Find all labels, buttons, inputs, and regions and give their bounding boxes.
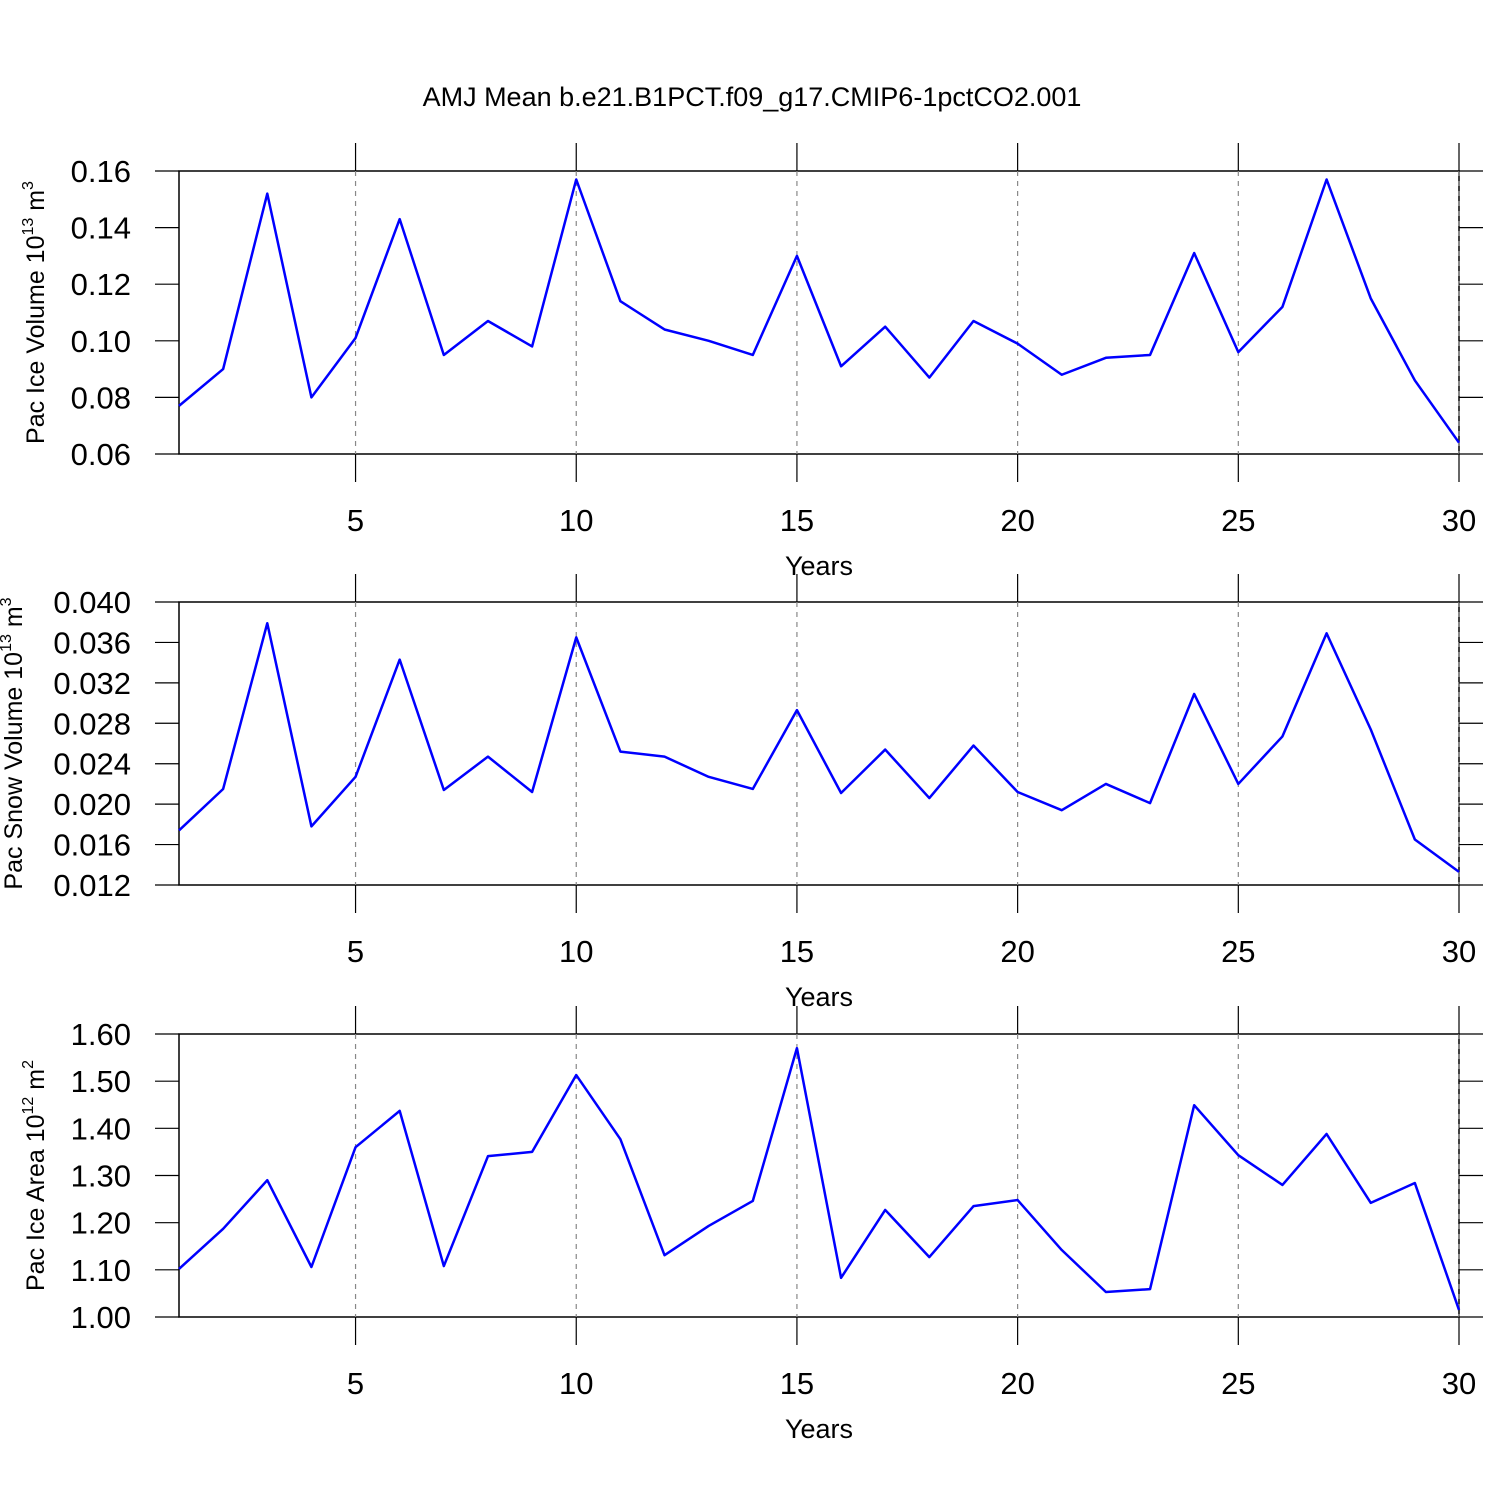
x-tick-label: 5 (347, 934, 364, 969)
panel: 5 10 15 20 25 30 1.00 1.10 1.20 1.30 1.40 1.50 1.60 Y… (20, 1006, 1483, 1444)
y-axis-label-exponent: 3 (20, 181, 37, 190)
y-tick-label: 0.06 (71, 437, 131, 472)
x-tick-label: 25 (1221, 503, 1255, 538)
y-axis-label-part: Pac Ice Volume 10 (22, 236, 50, 444)
x-tick-label: 10 (559, 934, 593, 969)
y-tick-label: 0.028 (53, 706, 131, 741)
y-tick-label: 0.16 (71, 154, 131, 189)
y-tick-label: 0.12 (71, 267, 131, 302)
y-tick-label: 0.012 (53, 868, 131, 903)
panel: 5 10 15 20 25 30 0.012 0.016 0.020 0.024 0.028 0.03… (0, 574, 1483, 1012)
x-tick-label: 20 (1000, 1366, 1034, 1401)
data-line (178, 621, 1460, 873)
y-tick-label: 1.40 (71, 1111, 131, 1146)
y-tick-label: 0.036 (53, 625, 131, 660)
y-axis-label: Pac Ice Area 1012 m2 (20, 1060, 50, 1291)
x-axis-label: Years (785, 1414, 853, 1444)
y-tick-label: 0.032 (53, 666, 131, 701)
x-tick-label: 10 (559, 503, 593, 538)
x-tick-label: 15 (780, 1366, 814, 1401)
x-tick-label: 30 (1442, 503, 1476, 538)
y-axis-label-exponent: 12 (20, 1097, 37, 1115)
y-axis-label-part: Pac Snow Volume 10 (0, 652, 28, 890)
y-axis-label-exponent: 2 (20, 1060, 37, 1069)
y-axis-label-part: m (0, 606, 28, 634)
y-axis-label-exponent: 13 (0, 634, 15, 652)
y-tick-label: 0.14 (71, 211, 131, 246)
chart-title: AMJ Mean b.e21.B1PCT.f09_g17.CMIP6-1pctC… (423, 82, 1082, 112)
y-tick-label: 1.10 (71, 1253, 131, 1288)
x-tick-label: 10 (559, 1366, 593, 1401)
y-tick-label: 0.016 (53, 828, 131, 863)
data-line (178, 1046, 1461, 1311)
panel: 5 10 15 20 25 30 0.06 0.08 0.10 0.12 0.14 0.16 Years… (20, 143, 1483, 581)
y-axis-label-part: m (22, 190, 50, 218)
x-axis-label: Years (785, 982, 853, 1012)
y-tick-label: 0.08 (71, 380, 131, 415)
x-tick-label: 15 (780, 934, 814, 969)
x-tick-label: 5 (347, 503, 364, 538)
x-axis-label: Years (785, 551, 853, 581)
y-tick-label: 1.50 (71, 1064, 131, 1099)
y-axis-label-exponent: 13 (20, 218, 37, 236)
x-tick-label: 15 (780, 503, 814, 538)
y-tick-label: 1.20 (71, 1206, 131, 1241)
y-tick-label: 1.30 (71, 1159, 131, 1194)
y-tick-label: 0.10 (71, 324, 131, 359)
y-tick-label: 0.020 (53, 787, 131, 822)
y-axis-label: Pac Snow Volume 1013 m3 (0, 597, 28, 889)
data-line (178, 178, 1461, 444)
x-tick-label: 5 (347, 1366, 364, 1401)
y-axis-label-part: Pac Ice Area 10 (22, 1114, 50, 1291)
y-axis-label: Pac Ice Volume 1013 m3 (20, 181, 50, 444)
plot-frame (178, 601, 1460, 886)
x-tick-label: 30 (1442, 934, 1476, 969)
y-tick-label: 0.024 (53, 747, 131, 782)
x-tick-label: 20 (1000, 934, 1034, 969)
x-tick-label: 20 (1000, 503, 1034, 538)
x-tick-label: 25 (1221, 1366, 1255, 1401)
y-tick-label: 1.00 (71, 1300, 131, 1335)
y-tick-label: 0.040 (53, 585, 131, 620)
x-tick-label: 25 (1221, 934, 1255, 969)
x-tick-label: 30 (1442, 1366, 1476, 1401)
y-tick-label: 1.60 (71, 1017, 131, 1052)
y-axis-label-part: m (22, 1069, 50, 1097)
y-axis-label-exponent: 3 (0, 597, 15, 606)
